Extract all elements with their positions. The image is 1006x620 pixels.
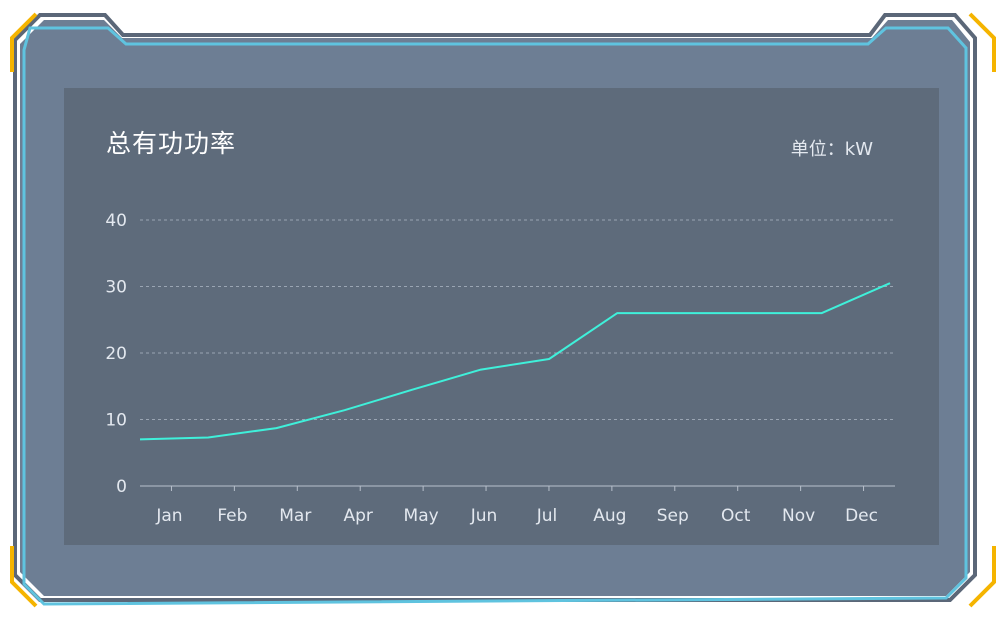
x-tick-label: Nov bbox=[782, 506, 815, 526]
frame-border bbox=[22, 26, 968, 606]
corner-accent-bottom-right bbox=[968, 546, 996, 608]
corner-accent-top-left bbox=[10, 12, 38, 72]
x-tick-label: Sep bbox=[657, 506, 689, 526]
x-tick-label: Feb bbox=[217, 506, 247, 526]
series-line bbox=[139, 282, 891, 441]
x-tick-label: Aug bbox=[593, 506, 626, 526]
unit-label: 单位：kW bbox=[790, 139, 873, 160]
x-tick-label: Mar bbox=[279, 506, 311, 526]
chart-title: 总有功功率 bbox=[106, 129, 237, 158]
y-tick-label: 30 bbox=[105, 278, 127, 298]
y-tick-label: 20 bbox=[105, 344, 127, 364]
x-tick-label: Jun bbox=[470, 506, 498, 526]
line-chart: 0 10 20 30 40 Jan Feb Mar Apr May Jun Jul Aug Sep Oct N… bbox=[105, 211, 895, 526]
x-tick-label: Apr bbox=[343, 506, 372, 526]
chart-panel: 总有功功率 单位：kW 0 10 20 30 40 Jan Feb Mar Apr May Jun J… bbox=[64, 88, 939, 545]
corner-accent-bottom-left bbox=[10, 546, 38, 608]
x-tick-label: May bbox=[404, 506, 439, 526]
y-tick-label: 40 bbox=[105, 211, 127, 231]
y-tick-label: 0 bbox=[116, 477, 127, 497]
x-tick-label: Jan bbox=[155, 506, 182, 526]
x-tick-label: Oct bbox=[721, 506, 751, 526]
corner-accent-top-right bbox=[968, 12, 996, 72]
x-tick-label: Dec bbox=[845, 506, 878, 526]
y-tick-label: 10 bbox=[105, 411, 127, 431]
frame-outline bbox=[13, 13, 977, 602]
x-tick-label: Jul bbox=[536, 506, 558, 526]
